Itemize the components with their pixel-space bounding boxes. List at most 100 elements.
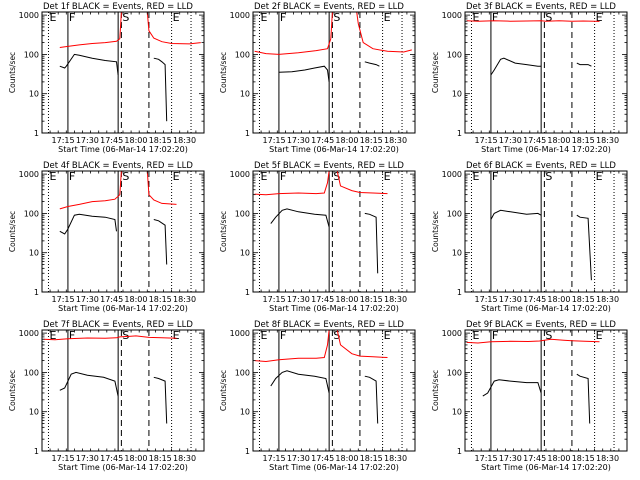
series-line [270,208,379,274]
x-tick-label: 18:15 [572,295,595,304]
y-axis-label: Counts/sec [219,52,228,93]
x-tick-label: 17:15 [475,454,498,463]
marker-label: E [472,329,479,342]
x-tick-label: 18:15 [572,136,595,145]
x-tick-label: 17:15 [263,136,286,145]
y-tick-label: 100 [24,209,39,218]
x-tick-label: 17:45 [523,136,546,145]
x-tick-label: 17:45 [100,295,123,304]
marker-label: F [280,170,286,183]
x-tick-label: 18:15 [149,136,172,145]
marker-label: E [260,329,267,342]
marker-label: S [122,170,129,183]
plot-frame [464,170,628,293]
plot-title: Det 4f BLACK = Events, RED = LLD [43,161,193,171]
x-tick-label: 18:30 [384,295,407,304]
y-tick-label: 1 [34,447,39,456]
y-tick-label: 1000 [442,11,462,20]
x-tick-label: 18:15 [149,295,172,304]
x-axis-label: Start Time (06-Mar-14 17:02:20) [58,463,188,472]
x-tick-label: 18:15 [360,454,383,463]
series-line [270,370,379,424]
x-tick-label: 18:00 [124,454,147,463]
x-tick-label: 17:15 [52,454,75,463]
marker-label: E [49,11,56,24]
series-line [60,171,201,209]
y-tick-label: 1000 [19,170,39,179]
y-tick-label: 10 [452,90,462,99]
x-tick-label: 17:45 [100,454,123,463]
marker-label: F [69,11,75,24]
x-tick-label: 17:15 [475,136,498,145]
x-tick-label: 18:30 [596,136,619,145]
x-tick-label: 18:30 [173,295,196,304]
y-axis-label: Counts/sec [431,370,440,411]
y-tick-label: 10 [29,408,39,417]
marker-label: E [260,170,267,183]
y-tick-label: 1000 [230,11,250,20]
plot-frame [252,11,416,134]
y-tick-label: 1 [245,129,250,138]
y-tick-label: 10 [452,408,462,417]
y-tick-label: 100 [235,50,250,59]
x-tick-label: 17:30 [499,454,522,463]
x-tick-label: 18:30 [384,136,407,145]
marker-label: S [545,329,552,342]
x-axis-label: Start Time (06-Mar-14 17:02:20) [269,145,399,154]
y-tick-label: 100 [24,50,39,59]
marker-label: F [492,329,498,342]
marker-label: E [596,11,603,24]
marker-label: F [492,170,498,183]
marker-label: E [384,11,391,24]
x-tick-label: 17:30 [287,454,310,463]
y-tick-label: 1 [245,447,250,456]
y-tick-label: 1 [457,129,462,138]
x-tick-label: 17:45 [100,136,123,145]
x-tick-label: 18:30 [384,454,407,463]
marker-label: E [173,170,180,183]
x-tick-label: 18:30 [173,454,196,463]
plot-frame [41,329,205,452]
marker-label: E [49,170,56,183]
plot-frame [41,11,205,134]
marker-label: S [333,11,340,24]
y-tick-label: 1000 [230,170,250,179]
y-tick-label: 100 [235,209,250,218]
plot-title: Det 2f BLACK = Events, RED = LLD [254,2,404,12]
x-tick-label: 17:30 [499,136,522,145]
x-tick-label: 18:30 [173,136,196,145]
y-tick-label: 10 [452,249,462,258]
x-axis-label: Start Time (06-Mar-14 17:02:20) [269,304,399,313]
y-axis-label: Counts/sec [219,370,228,411]
x-axis-label: Start Time (06-Mar-14 17:02:20) [269,463,399,472]
series-line [254,12,412,55]
x-tick-label: 17:45 [311,454,334,463]
series-line [482,373,591,424]
y-tick-label: 1 [457,447,462,456]
series-line [59,12,201,48]
marker-label: E [384,170,391,183]
series-line [59,213,168,265]
x-tick-label: 17:30 [287,136,310,145]
y-tick-label: 1 [457,288,462,297]
y-axis-label: Counts/sec [219,211,228,252]
x-tick-label: 18:00 [547,295,570,304]
series-line [490,57,592,76]
plot-title: Det 8f BLACK = Events, RED = LLD [254,320,404,330]
marker-label: S [122,11,129,24]
x-tick-label: 17:15 [475,295,498,304]
x-tick-label: 18:00 [547,136,570,145]
x-axis-label: Start Time (06-Mar-14 17:02:20) [481,304,611,313]
plot-frame [252,170,416,293]
y-tick-label: 1 [245,288,250,297]
x-tick-label: 18:15 [360,295,383,304]
series-line [59,53,168,122]
y-tick-label: 1000 [442,170,462,179]
marker-label: F [280,329,286,342]
